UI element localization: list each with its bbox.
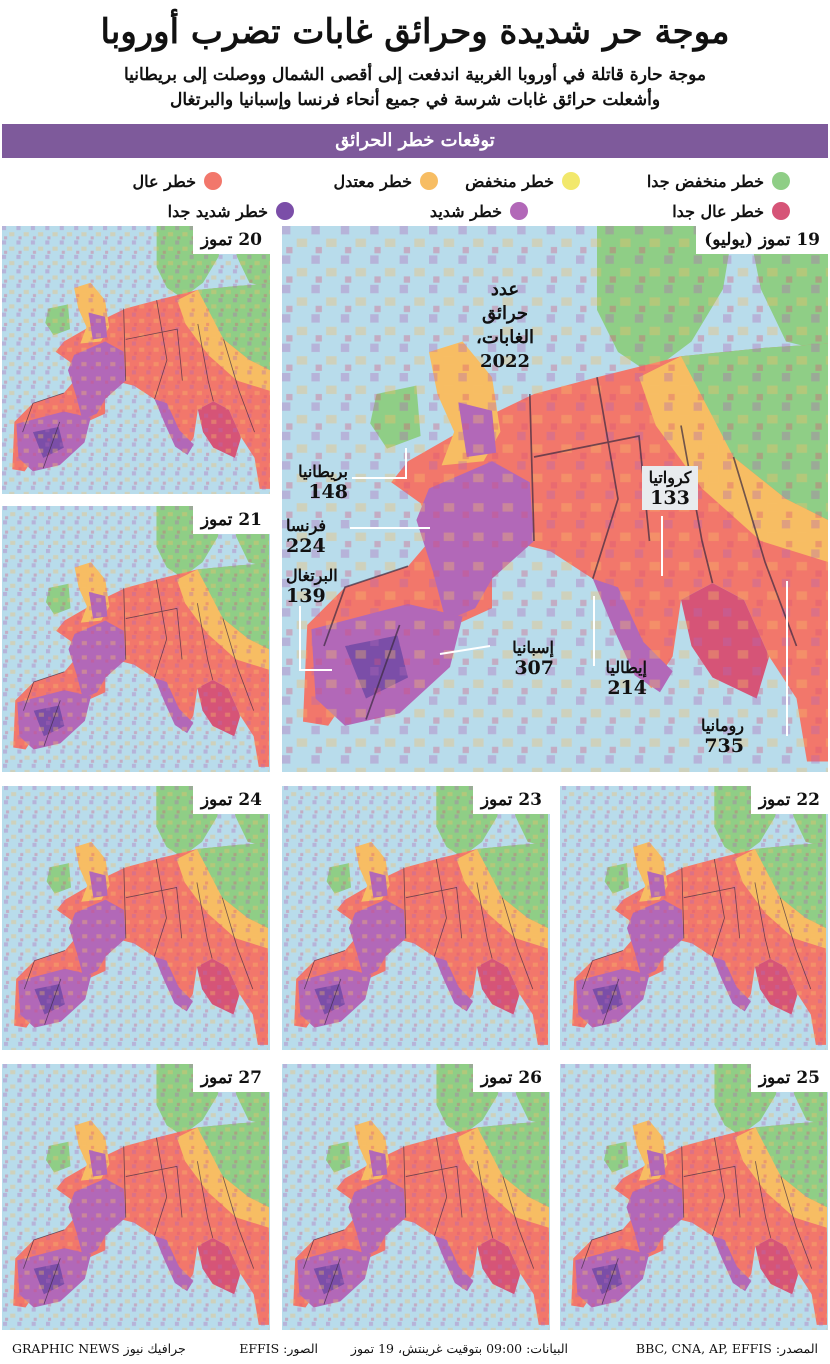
country-name-spain: إسبانيا: [512, 638, 554, 657]
map-panel-23-july: 23 تموز: [282, 786, 550, 1050]
europe-map: [283, 786, 549, 1050]
country-name-italy: إيطاليا: [605, 658, 647, 677]
main-map-panel: 19 تموز (يوليو) عدد حرائق الغابات، 2022 …: [282, 226, 828, 772]
label-italy: إيطاليا 214: [587, 658, 647, 698]
legend-item-very-high: خطر عال جدا: [672, 198, 790, 224]
map-panel-24-july: 24 تموز: [2, 786, 270, 1050]
map-panel-22-july: 22 تموز: [560, 786, 828, 1050]
fires-title-line-2: حرائق الغابات،: [476, 303, 534, 348]
legend-label: خطر شديد: [429, 201, 502, 221]
legend-swatch: [276, 202, 294, 220]
europe-map: [282, 1064, 550, 1330]
fires-count-france: 224: [286, 535, 326, 557]
map-panel-26-july: 26 تموز: [282, 1064, 550, 1330]
footer-data-note: البيانات: 09:00 بتوقيت غرينتش، 19 تموز: [350, 1341, 568, 1356]
map-date-label: 23 تموز: [472, 786, 550, 814]
map-date-label: 24 تموز: [192, 786, 270, 814]
europe-map: [2, 1064, 270, 1330]
subtitle-line-2: وأشعلت حرائق غابات شرسة في جميع أنحاء فر…: [169, 90, 661, 110]
europe-map: [3, 786, 269, 1050]
legend-item-moderate: خطر معتدل: [333, 168, 438, 194]
fires-count-croatia: 133: [650, 487, 690, 509]
fires-title-line-1: عدد: [490, 279, 520, 300]
subtitle-line-1: موجة حارة قاتلة في أوروبا الغربية اندفعت…: [123, 65, 707, 85]
section-title: توقعات خطر الحرائق: [335, 130, 495, 151]
legend-label: خطر عال جدا: [672, 201, 764, 221]
footer-images: الصور: EFFIS: [239, 1341, 318, 1356]
legend-swatch: [562, 172, 580, 190]
label-france: فرنسا 224: [286, 516, 348, 556]
footer: المصدر: BBC, CNA, AP, EFFIS البيانات: 09…: [0, 1338, 830, 1360]
legend-swatch: [772, 202, 790, 220]
page-title: موجة حر شديدة وحرائق غابات تضرب أوروبا: [100, 12, 730, 52]
europe-map: [561, 786, 827, 1050]
map-date-label: 26 تموز: [472, 1064, 550, 1092]
fires-count-italy: 214: [607, 677, 647, 699]
legend-item-low: خطر منخفض: [465, 168, 580, 194]
country-name-britain: بريطانيا: [298, 462, 348, 481]
label-spain: إسبانيا 307: [494, 638, 554, 678]
legend-label: خطر معتدل: [333, 171, 412, 191]
fires-count-title: عدد حرائق الغابات، 2022: [450, 278, 560, 374]
legend-swatch: [420, 172, 438, 190]
fires-count-spain: 307: [514, 657, 554, 679]
leader-lines: [299, 448, 788, 736]
footer-credit: GRAPHIC NEWS جرافيك نيوز: [12, 1341, 186, 1356]
map-panel-21-july: 21 تموز: [2, 506, 270, 772]
main-map-date-label: 19 تموز (يوليو): [696, 226, 828, 254]
map-panel-20-july: 20 تموز: [2, 226, 270, 494]
map-panel-27-july: 27 تموز: [2, 1064, 270, 1330]
europe-map: [560, 1064, 828, 1330]
map-date-label: 20 تموز: [192, 226, 270, 254]
label-romania: رومانيا 735: [678, 716, 744, 756]
legend-label: خطر منخفض: [465, 171, 554, 191]
legend-swatch: [772, 172, 790, 190]
label-britain: بريطانيا 148: [286, 462, 348, 502]
legend-item-very-low: خطر منخفض جدا: [647, 168, 790, 194]
legend-label: خطر عال: [132, 171, 196, 191]
legend-label: خطر شديد جدا: [167, 201, 268, 221]
section-header-bar: توقعات خطر الحرائق: [2, 124, 828, 158]
fires-title-year: 2022: [479, 351, 531, 372]
fires-count-portugal: 139: [286, 585, 326, 607]
europe-map: [2, 226, 270, 494]
legend-item-very-severe: خطر شديد جدا: [168, 198, 294, 224]
label-croatia: كرواتيا 133: [642, 466, 698, 510]
country-name-romania: رومانيا: [700, 716, 744, 735]
europe-map: [2, 506, 270, 772]
footer-source: المصدر: BBC, CNA, AP, EFFIS: [635, 1341, 818, 1356]
label-portugal: البرتغال 139: [286, 566, 348, 606]
legend-item-severe: خطر شديد: [430, 198, 528, 224]
legend-label: خطر منخفض جدا: [646, 171, 764, 191]
country-name-france: فرنسا: [286, 516, 327, 535]
legend-swatch: [204, 172, 222, 190]
legend-swatch: [510, 202, 528, 220]
map-date-label: 21 تموز: [192, 506, 270, 534]
map-date-label: 22 تموز: [750, 786, 828, 814]
map-date-label: 25 تموز: [750, 1064, 828, 1092]
country-name-croatia: كرواتيا: [648, 468, 692, 487]
map-panel-25-july: 25 تموز: [560, 1064, 828, 1330]
fires-count-romania: 735: [704, 735, 744, 757]
map-date-label: 27 تموز: [192, 1064, 270, 1092]
country-name-portugal: البرتغال: [286, 566, 338, 585]
legend-item-high: خطر عال: [133, 168, 222, 194]
fires-count-britain: 148: [308, 481, 348, 503]
